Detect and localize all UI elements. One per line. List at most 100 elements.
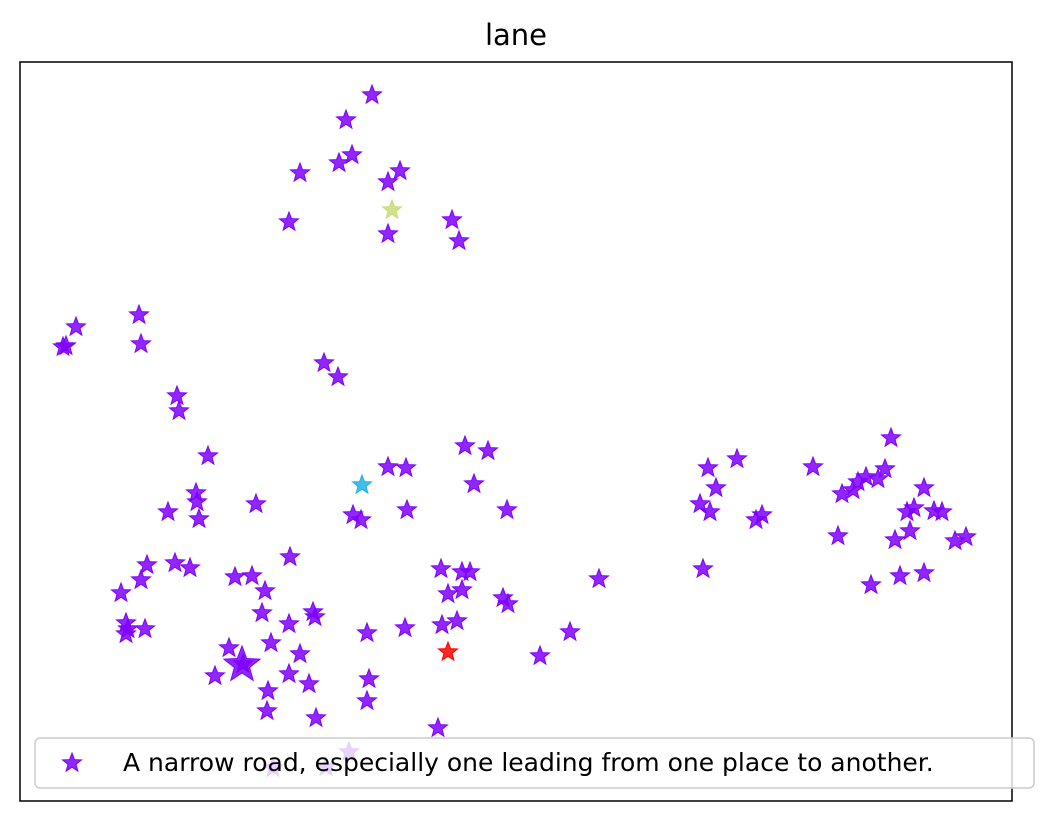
legend-label: A narrow road, especially one leading fr… (123, 748, 934, 777)
data-point-star (477, 439, 499, 461)
data-point-star (827, 524, 849, 546)
data-point-star (446, 609, 468, 631)
data-point-star (304, 605, 326, 627)
data-point-star (381, 198, 403, 220)
data-point-star (130, 568, 152, 590)
data-point-star (224, 565, 246, 587)
data-point-star (278, 612, 300, 634)
data-point-star (115, 622, 137, 644)
data-point-star (257, 679, 279, 701)
plot-area-frame (19, 61, 1013, 802)
data-point-star (726, 447, 748, 469)
data-point-star (913, 561, 935, 583)
data-point-star (254, 579, 276, 601)
points-layer (52, 83, 977, 778)
data-point-star (454, 434, 476, 456)
data-point-star (186, 490, 208, 512)
data-point-star (241, 564, 263, 586)
data-point-star (377, 455, 399, 477)
data-point-star (751, 503, 773, 525)
data-point-star (437, 640, 459, 662)
data-point-star (356, 621, 378, 643)
data-point-star (880, 426, 902, 448)
data-point-star (441, 208, 463, 230)
data-point-star (110, 581, 132, 603)
data-point-star (204, 664, 226, 686)
data-point-star (278, 210, 300, 232)
data-point-star (305, 706, 327, 728)
data-point-star (389, 159, 411, 181)
data-point-star (699, 500, 721, 522)
data-point-star (157, 500, 179, 522)
data-point-star (913, 476, 935, 498)
data-point-star (313, 351, 335, 373)
data-point-star (451, 578, 473, 600)
data-point-star (260, 631, 282, 653)
data-point-star (168, 399, 190, 421)
data-point-star (377, 222, 399, 244)
data-point-star (459, 560, 481, 582)
data-point-star (889, 564, 911, 586)
data-point-star (692, 557, 714, 579)
data-point-star (884, 528, 906, 550)
data-point-star (427, 716, 449, 738)
data-point-star (899, 519, 921, 541)
data-point-star (867, 467, 889, 489)
data-point-star (327, 365, 349, 387)
data-point-star (128, 303, 150, 325)
data-point-star (136, 553, 158, 575)
data-point-star (448, 229, 470, 251)
data-point-star (218, 636, 240, 658)
data-point-star (860, 573, 882, 595)
data-point-star (251, 601, 273, 623)
data-point-star (188, 507, 210, 529)
data-point-star (377, 170, 399, 192)
data-point-star (588, 567, 610, 589)
data-point-star (289, 161, 311, 183)
data-point-star (395, 456, 417, 478)
data-point-star (358, 667, 380, 689)
data-point-star (328, 151, 350, 173)
data-point-star (335, 108, 357, 130)
legend-star (61, 751, 83, 773)
data-point-star (245, 492, 267, 514)
legend-box (34, 737, 1035, 789)
data-point-star (697, 456, 719, 478)
data-point-star (197, 444, 219, 466)
data-point-star (903, 496, 925, 518)
data-point-star (222, 644, 262, 682)
data-point-star (847, 470, 869, 492)
data-point-star (130, 332, 152, 354)
data-point-star (361, 83, 383, 105)
data-point-star (463, 472, 485, 494)
chart-title: lane (485, 18, 547, 52)
legend-star-marker (61, 751, 83, 773)
data-point-star (350, 508, 372, 530)
data-point-star (256, 699, 278, 721)
data-point-star (394, 616, 416, 638)
data-point-star (437, 582, 459, 604)
data-point-star (431, 613, 453, 635)
data-point-star (396, 498, 418, 520)
data-point-star (341, 143, 363, 165)
data-point-star (278, 662, 300, 684)
data-point-star (52, 335, 74, 357)
data-point-star (430, 557, 452, 579)
data-point-star (842, 478, 864, 500)
data-point-star (874, 457, 896, 479)
data-point-star (65, 315, 87, 337)
data-point-star (351, 473, 373, 495)
data-point-star (298, 672, 320, 694)
data-point-star (166, 384, 188, 406)
data-point-star (529, 644, 551, 666)
data-point-star (955, 525, 977, 547)
data-point-star (831, 482, 853, 504)
data-point-star (289, 642, 311, 664)
data-point-star (356, 689, 378, 711)
data-point-star (279, 545, 301, 567)
data-point-star (179, 556, 201, 578)
data-point-star (496, 498, 518, 520)
data-point-star (802, 455, 824, 477)
data-point-star (134, 617, 156, 639)
